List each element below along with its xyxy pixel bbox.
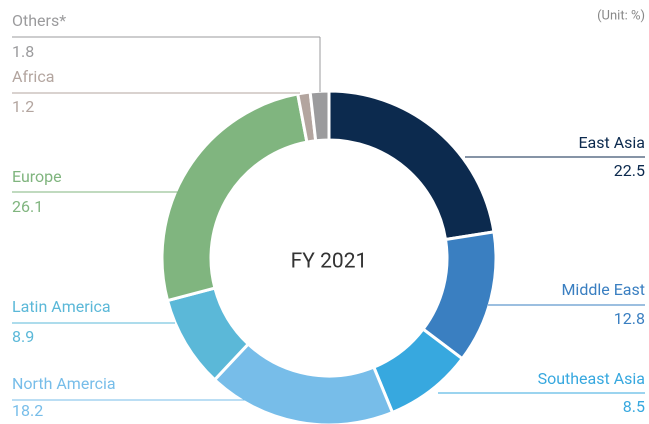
category-label: North Amercia bbox=[12, 374, 116, 393]
value-label: 1.2 bbox=[12, 97, 34, 116]
value-label: 8.5 bbox=[623, 397, 645, 416]
value-label: 1.8 bbox=[12, 42, 34, 61]
donut-slice bbox=[308, 89, 331, 143]
donut-slice bbox=[212, 341, 395, 424]
category-label: Southeast Asia bbox=[538, 369, 645, 388]
value-label: 26.1 bbox=[12, 197, 43, 216]
center-label: FY 2021 bbox=[291, 250, 368, 274]
donut bbox=[160, 89, 498, 424]
value-label: 12.8 bbox=[614, 309, 645, 328]
category-label: Africa bbox=[12, 67, 54, 86]
value-label: 22.5 bbox=[614, 161, 645, 180]
donut-slice bbox=[160, 92, 309, 303]
category-label: Others* bbox=[12, 11, 66, 30]
unit-label: (Unit: %) bbox=[597, 8, 645, 23]
category-label: Europe bbox=[12, 167, 62, 186]
donut-slice bbox=[327, 89, 496, 242]
category-label: Latin America bbox=[12, 297, 111, 316]
value-label: 8.9 bbox=[12, 327, 34, 346]
category-label: Middle East bbox=[561, 280, 645, 299]
value-label: 18.2 bbox=[12, 401, 43, 420]
category-label: East Asia bbox=[578, 133, 645, 152]
